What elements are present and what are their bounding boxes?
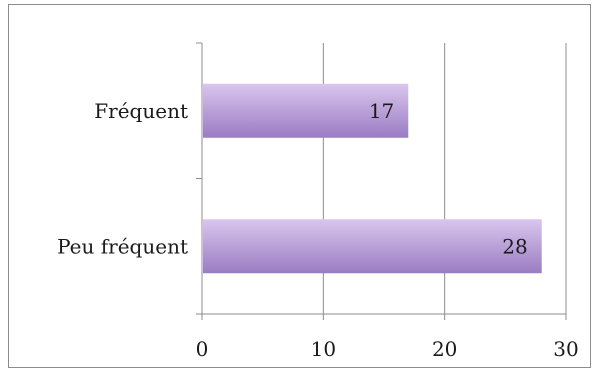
x-tick-label-30: 30 (553, 337, 578, 361)
label-layer: 0 10 20 30 Fréquent 17 Peu fréquent 28 (57, 99, 579, 361)
x-tick-label-10: 10 (311, 337, 336, 361)
data-label-1: 28 (502, 234, 527, 258)
x-tick-label-0: 0 (196, 337, 209, 361)
category-label-1: Peu fréquent (57, 234, 188, 258)
data-label-0: 17 (369, 99, 394, 123)
category-label-0: Fréquent (94, 99, 188, 123)
bar-1 (203, 219, 542, 274)
x-tick-label-20: 20 (432, 337, 457, 361)
bar-layer (203, 83, 542, 274)
bar-chart: 0 10 20 30 Fréquent 17 Peu fréquent 28 (57, 42, 579, 361)
bar-0 (203, 83, 409, 138)
chart-frame: 0 10 20 30 Fréquent 17 Peu fréquent 28 (8, 4, 591, 368)
axis-layer (196, 42, 566, 320)
